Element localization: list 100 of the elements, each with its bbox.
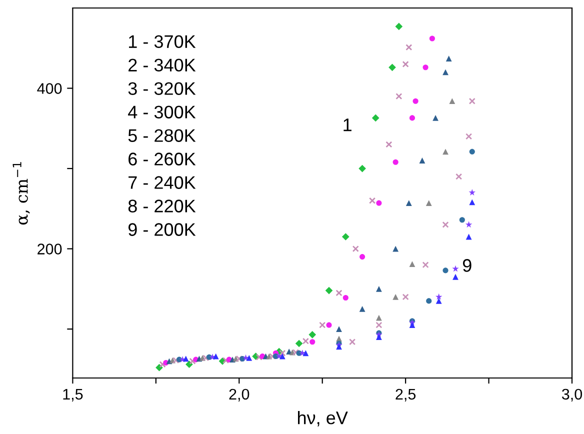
point xyxy=(402,294,409,300)
point xyxy=(325,286,333,294)
point xyxy=(359,306,366,312)
annotation: 2 - 340K xyxy=(128,58,196,72)
point xyxy=(452,265,459,272)
point xyxy=(429,36,435,42)
x-tick-label: 1,5 xyxy=(63,388,83,402)
point xyxy=(159,361,166,368)
point xyxy=(446,56,452,62)
point xyxy=(202,354,210,362)
point xyxy=(212,353,219,360)
point xyxy=(295,340,303,348)
point xyxy=(469,199,476,206)
point xyxy=(466,133,472,140)
annotation: 1 - 370K xyxy=(129,35,196,48)
point xyxy=(442,268,448,274)
point xyxy=(442,148,448,155)
point xyxy=(459,217,465,223)
point xyxy=(396,92,402,100)
point xyxy=(336,326,342,332)
point xyxy=(246,354,252,361)
point xyxy=(409,115,415,121)
annotation: 1 xyxy=(344,118,352,132)
point xyxy=(465,221,472,228)
point xyxy=(468,189,476,196)
y-tick-label: 200 xyxy=(38,244,62,254)
point xyxy=(308,330,316,338)
point xyxy=(256,354,262,360)
point xyxy=(326,322,332,328)
point xyxy=(386,141,392,148)
x-tick-label: 2,0 xyxy=(229,388,250,402)
y-tick-label: 400 xyxy=(37,83,62,94)
point xyxy=(319,322,326,328)
point xyxy=(442,221,449,228)
point xyxy=(376,200,382,206)
point xyxy=(189,358,196,364)
annotation: 9 xyxy=(462,259,472,272)
point xyxy=(392,246,399,252)
point xyxy=(236,355,242,362)
point xyxy=(456,173,462,180)
point xyxy=(269,353,276,360)
x-tick-label: 3,0 xyxy=(562,388,582,402)
x-axis-title: hν, eV xyxy=(298,410,348,426)
x-tick-label: 2,5 xyxy=(396,388,416,402)
point xyxy=(406,44,412,51)
point xyxy=(422,262,429,268)
annotation: 9 - 200K xyxy=(128,223,196,236)
point xyxy=(276,352,282,360)
point xyxy=(310,339,316,345)
point xyxy=(468,98,476,104)
annotation: 5 - 280K xyxy=(128,129,196,142)
point xyxy=(392,159,398,165)
point xyxy=(412,98,418,104)
point xyxy=(436,298,442,304)
point xyxy=(352,245,359,252)
point xyxy=(376,334,382,340)
point xyxy=(376,322,382,328)
annotation: 8 - 220K xyxy=(128,200,196,212)
point xyxy=(392,294,399,300)
point xyxy=(376,314,382,321)
point xyxy=(376,286,382,292)
point xyxy=(302,338,309,344)
point xyxy=(358,164,366,172)
point xyxy=(182,356,189,362)
point xyxy=(419,158,426,164)
annotation: 3 - 320K xyxy=(128,82,196,95)
point xyxy=(449,98,456,104)
point xyxy=(466,234,472,240)
point xyxy=(222,357,230,364)
annotation: 6 - 260K xyxy=(128,152,196,166)
point xyxy=(279,353,286,360)
point xyxy=(409,322,416,328)
point xyxy=(409,261,416,267)
point xyxy=(402,60,409,68)
point xyxy=(336,290,342,296)
point xyxy=(469,148,475,154)
point xyxy=(395,22,403,30)
point xyxy=(292,349,300,356)
point xyxy=(422,64,428,70)
point xyxy=(342,233,350,240)
annotation: 7 - 240K xyxy=(128,176,196,189)
point xyxy=(368,197,376,204)
point xyxy=(186,360,193,368)
point xyxy=(452,274,458,280)
point xyxy=(388,64,396,72)
point xyxy=(302,350,309,356)
point xyxy=(406,200,412,206)
annotation: 4 - 300K xyxy=(128,106,196,118)
point xyxy=(432,115,438,121)
y-axis-title: α, cm$^{−1}$ xyxy=(12,162,30,225)
point xyxy=(426,298,432,304)
point xyxy=(426,200,432,206)
point xyxy=(279,350,286,356)
point xyxy=(172,357,180,364)
point xyxy=(342,294,348,301)
point xyxy=(435,293,442,300)
point xyxy=(360,254,366,260)
point xyxy=(442,69,448,76)
point xyxy=(349,338,356,346)
point xyxy=(372,114,380,122)
